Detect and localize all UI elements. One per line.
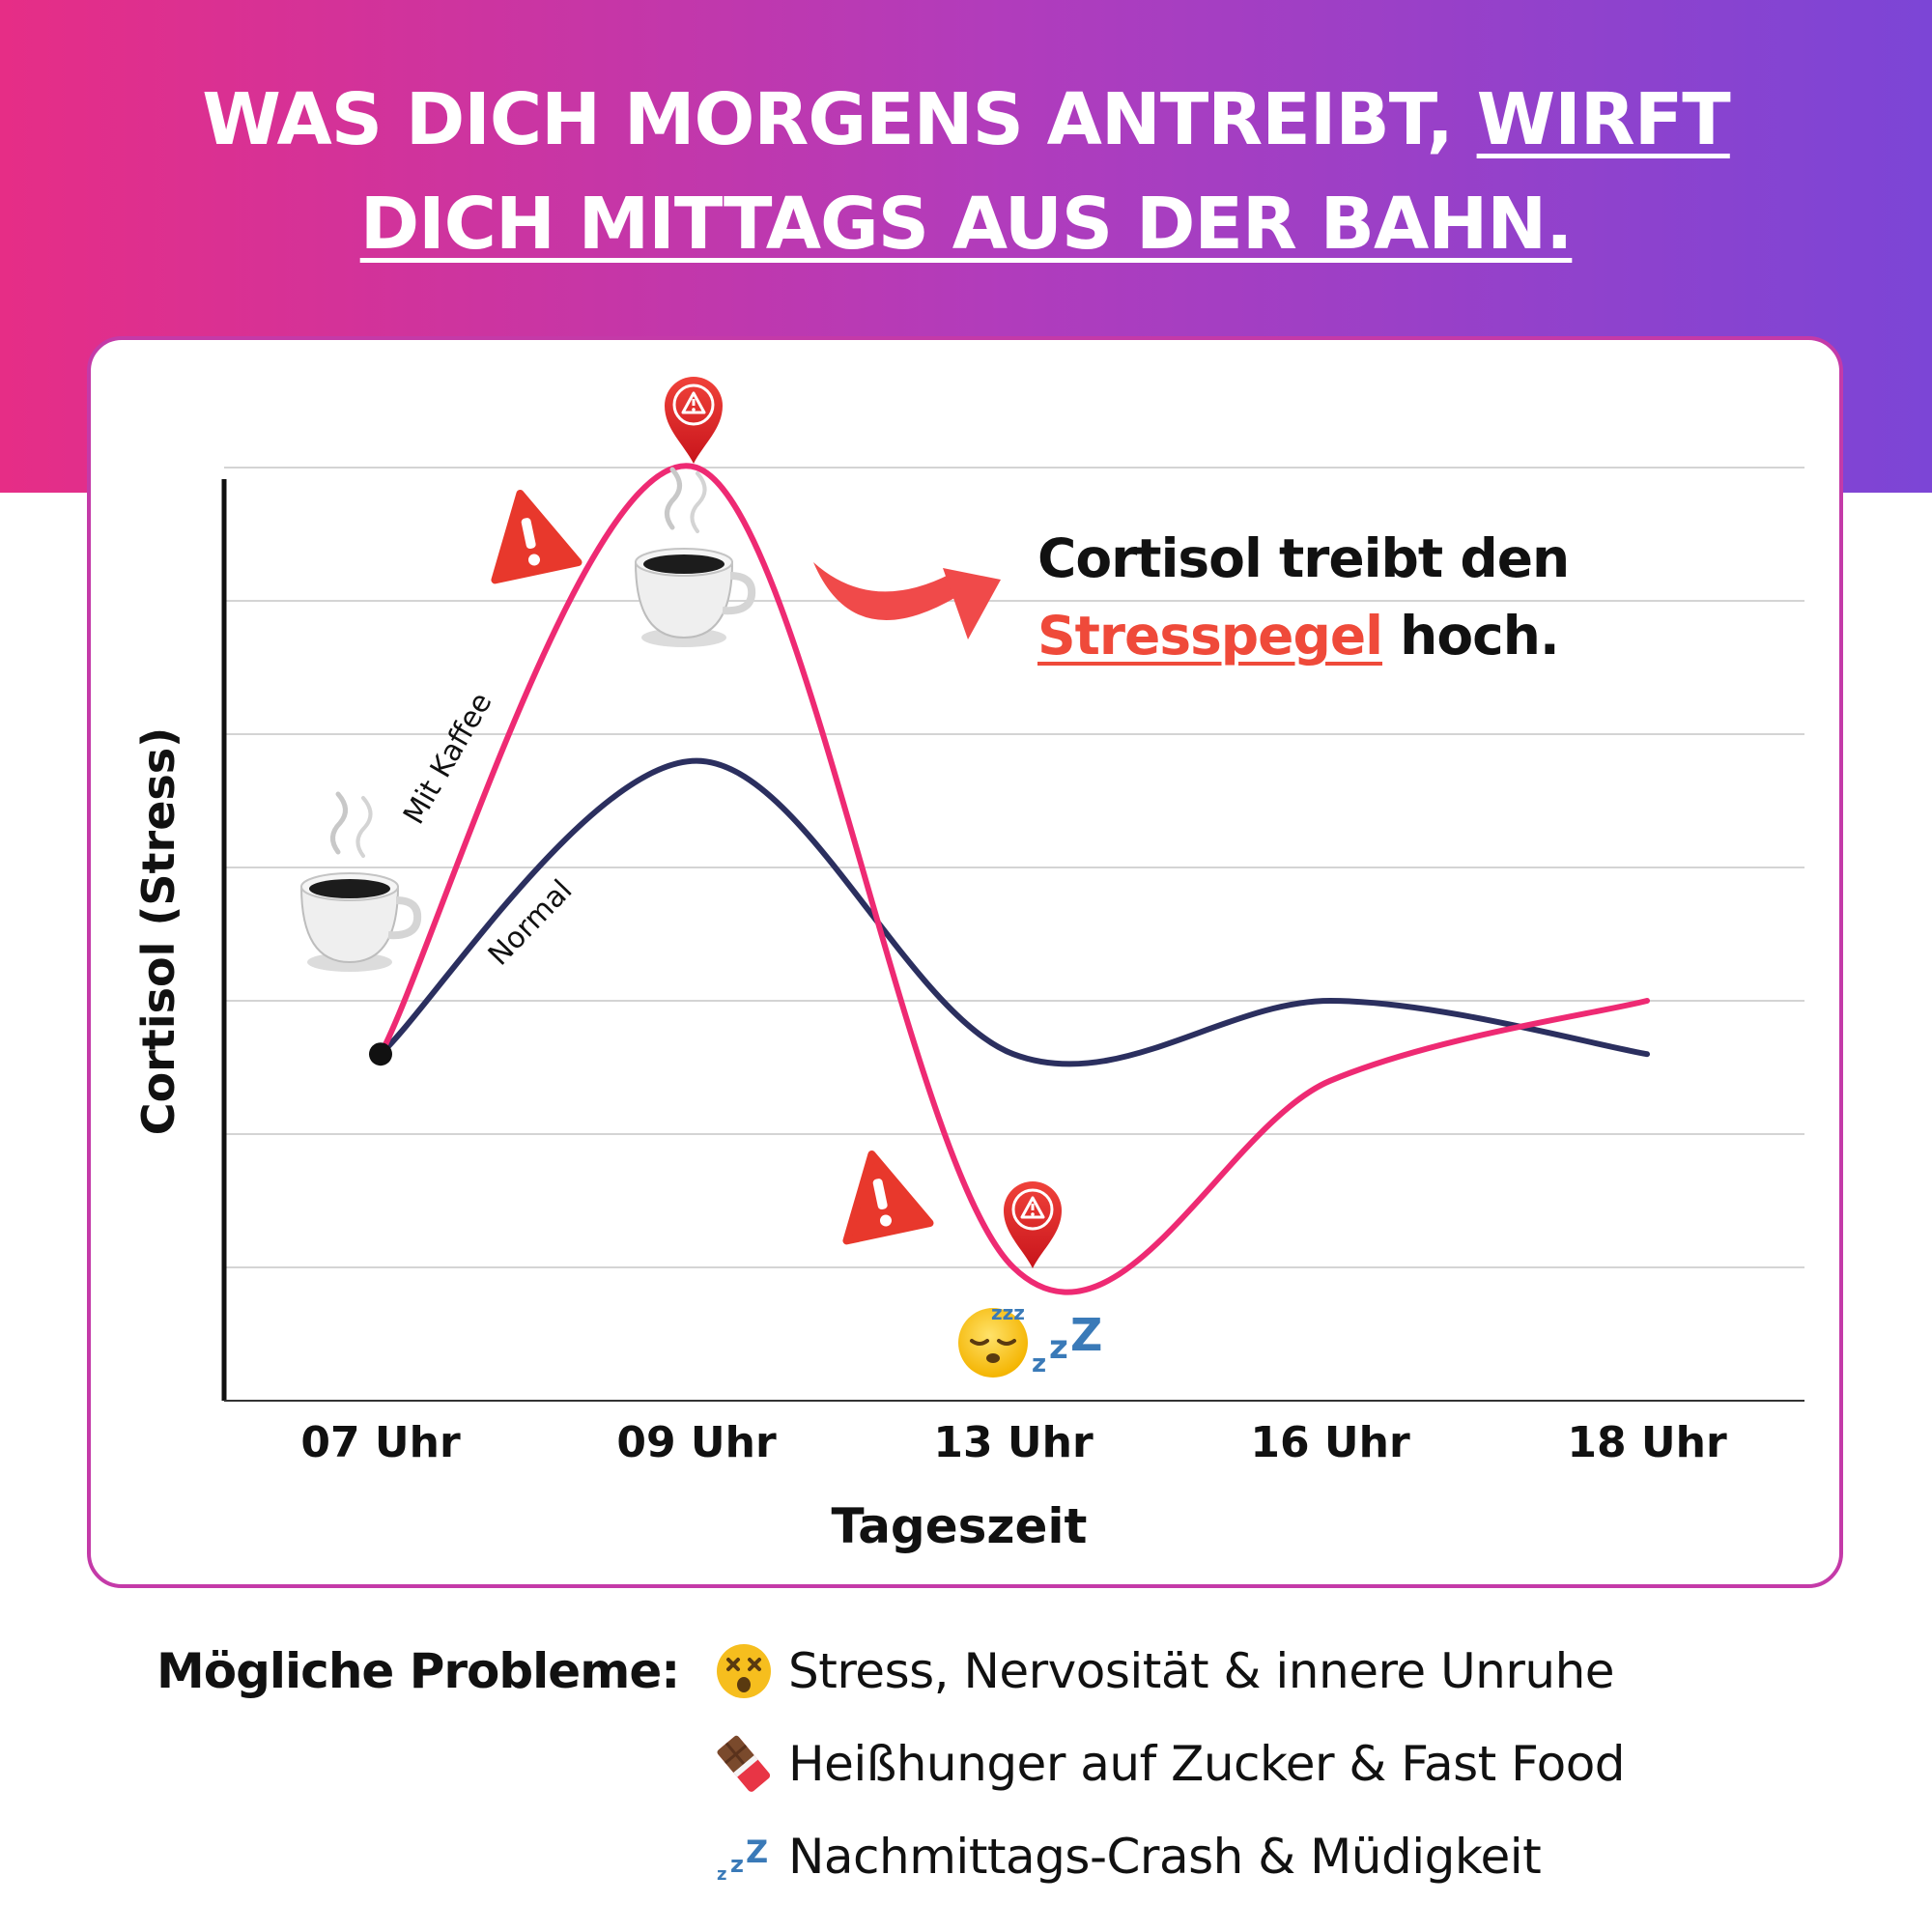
x-tick-labels: 07 Uhr 09 Uhr 13 Uhr 16 Uhr 18 Uhr bbox=[300, 1418, 1727, 1467]
sleeping-face-icon: zzz z z Z bbox=[958, 1301, 1102, 1378]
warning-triangle-icon bbox=[491, 490, 582, 584]
callout-line-1: Cortisol treibt den bbox=[1037, 527, 1570, 589]
warning-pin-icon bbox=[665, 377, 723, 464]
callout-highlight: Stresspegel bbox=[1037, 605, 1383, 667]
problems-title: Mögliche Probleme: bbox=[156, 1643, 680, 1699]
svg-text:z: z bbox=[717, 1864, 726, 1885]
warning-triangle-icon bbox=[842, 1151, 934, 1245]
headline-part-underlined-1: WIRFT bbox=[1476, 78, 1731, 161]
svg-text:z: z bbox=[730, 1851, 744, 1878]
series-lines bbox=[369, 463, 1650, 1295]
svg-text:Z: Z bbox=[1070, 1309, 1102, 1361]
callout-line-2-rest: hoch. bbox=[1400, 605, 1560, 667]
y-axis-label: Cortisol (Stress) bbox=[132, 727, 185, 1135]
coffee-cup-icon bbox=[299, 791, 422, 972]
x-tick-label: 16 Uhr bbox=[1250, 1418, 1410, 1467]
series-label-normal: Normal bbox=[482, 873, 580, 972]
svg-text:zzz: zzz bbox=[991, 1301, 1025, 1324]
series-line-mit-kaffee bbox=[378, 463, 1650, 1295]
zzz-icon: z z Z bbox=[717, 1833, 768, 1885]
x-tick-label: 09 Uhr bbox=[616, 1418, 777, 1467]
x-tick-label: 18 Uhr bbox=[1567, 1418, 1727, 1467]
start-point bbox=[369, 1042, 392, 1066]
problem-text: Nachmittags-Crash & Müdigkeit bbox=[788, 1829, 1542, 1885]
chocolate-bar-icon bbox=[717, 1735, 771, 1792]
headline: WAS DICH MORGENS ANTREIBT, WIRFT DICH MI… bbox=[0, 68, 1932, 276]
problem-item: Stress, Nervosität & innere Unruhe bbox=[713, 1633, 1615, 1710]
dizzy-face-icon bbox=[717, 1644, 771, 1698]
warning-pin-icon bbox=[1004, 1181, 1062, 1268]
callout-text: Cortisol treibt den Stresspegel hoch. bbox=[1037, 520, 1714, 674]
problem-text: Heißhunger auf Zucker & Fast Food bbox=[788, 1736, 1626, 1792]
grid-lines bbox=[224, 467, 1804, 1268]
x-tick-label: 13 Uhr bbox=[933, 1418, 1094, 1467]
headline-line-2: DICH MITTAGS AUS DER BAHN. bbox=[0, 172, 1932, 276]
series-label-mit-kaffee: Mit Kaffee bbox=[397, 687, 499, 830]
x-tick-label: 07 Uhr bbox=[300, 1418, 461, 1467]
headline-part-plain: WAS DICH MORGENS ANTREIBT, bbox=[202, 78, 1454, 161]
problem-item: Heißhunger auf Zucker & Fast Food bbox=[713, 1725, 1626, 1803]
problem-item: z z Z Nachmittags-Crash & Müdigkeit bbox=[713, 1818, 1542, 1895]
coffee-cup-icon bbox=[634, 467, 756, 647]
callout-line-2: Stresspegel hoch. bbox=[1037, 597, 1714, 674]
svg-text:z: z bbox=[1049, 1328, 1068, 1367]
x-axis-label: Tageszeit bbox=[832, 1498, 1088, 1554]
svg-text:z: z bbox=[1032, 1350, 1046, 1378]
problem-text: Stress, Nervosität & innere Unruhe bbox=[788, 1643, 1615, 1699]
svg-text:Z: Z bbox=[746, 1833, 768, 1870]
series-line-normal bbox=[378, 757, 1650, 1067]
curved-arrow-icon bbox=[813, 562, 1001, 639]
headline-line-1: WAS DICH MORGENS ANTREIBT, WIRFT bbox=[0, 68, 1932, 172]
headline-part-underlined-2: DICH MITTAGS AUS DER BAHN. bbox=[359, 183, 1574, 266]
